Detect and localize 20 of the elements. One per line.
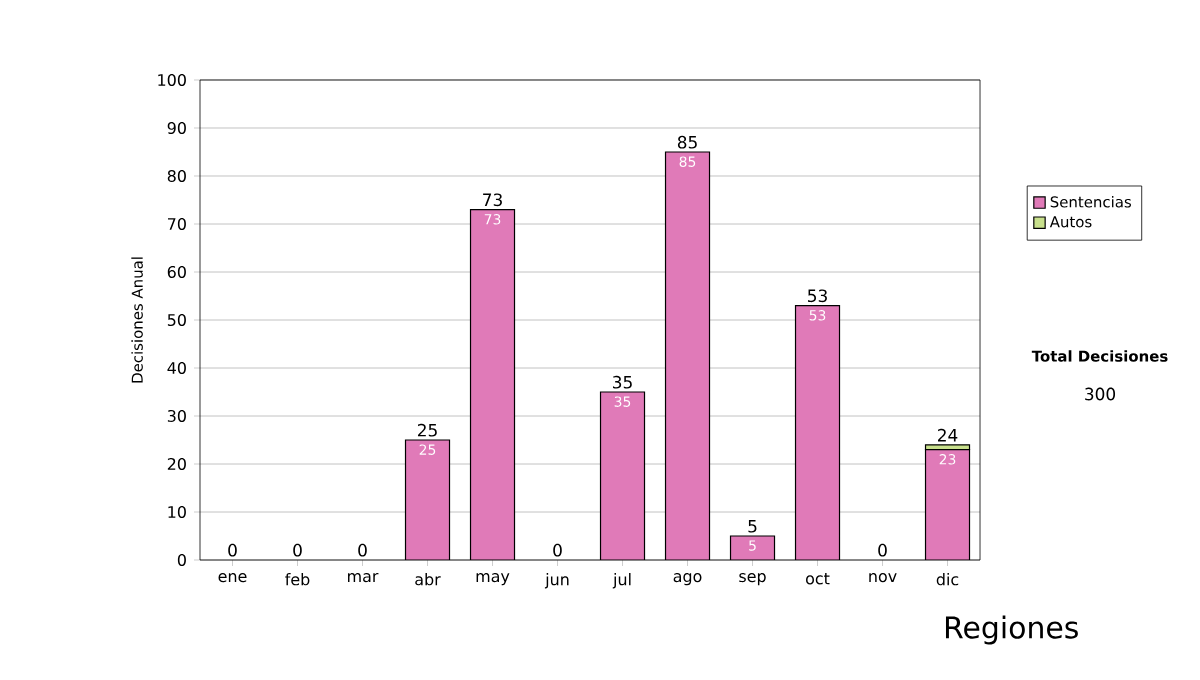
text: 300	[1085, 387, 1116, 401]
total-label: 53	[808, 289, 827, 303]
total-label: 85	[677, 135, 697, 149]
bar	[924, 449, 971, 560]
total-label: 24	[937, 428, 958, 442]
bar	[404, 439, 451, 560]
total-label: 0	[878, 543, 887, 557]
bar	[794, 304, 841, 560]
total-label: 25	[417, 423, 437, 437]
total-label: 73	[483, 193, 502, 207]
text: Regiones	[945, 615, 1078, 645]
total-label: 0	[293, 543, 302, 557]
bar	[664, 151, 711, 560]
total-label: 5	[748, 520, 757, 533]
bar	[599, 391, 646, 560]
bar	[469, 208, 516, 560]
total-label: 0	[228, 543, 237, 557]
total-label: 0	[553, 543, 562, 557]
total-label: 35	[613, 375, 632, 389]
total-label: 0	[358, 543, 367, 557]
